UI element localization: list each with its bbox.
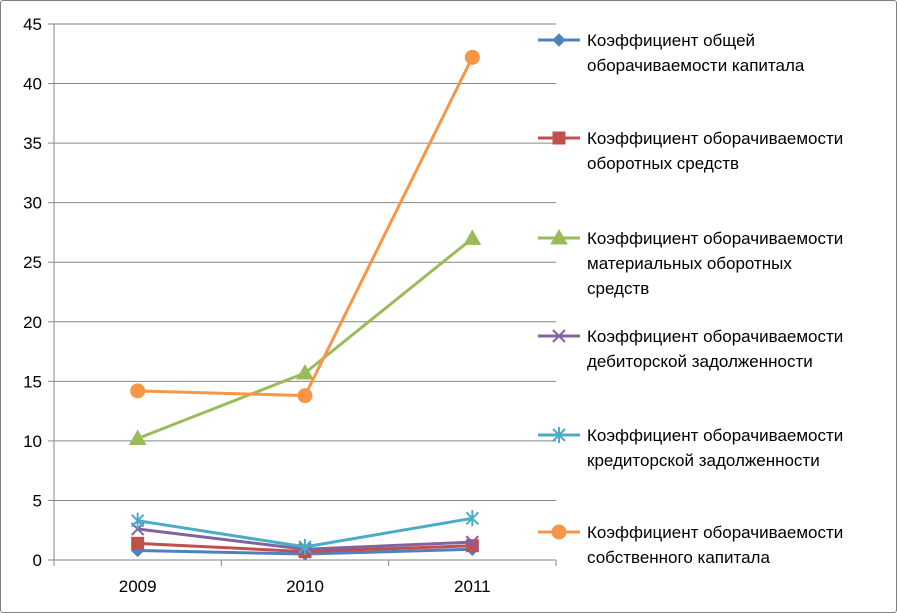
- legend-label: средств: [587, 279, 649, 298]
- data-point-marker: [297, 388, 313, 404]
- legend-label: Коэффициент общей: [587, 31, 755, 50]
- series-6: [130, 49, 480, 404]
- data-point-marker: [131, 536, 145, 550]
- data-point-marker: [464, 49, 480, 65]
- legend-label: оборачиваемости капитала: [587, 56, 805, 75]
- x-axis-ticks: 2009 2010 2011: [119, 577, 491, 596]
- legend-label: оборотных средств: [587, 154, 739, 173]
- y-tick-label: 30: [23, 194, 42, 213]
- legend-label: Коэффициент оборачиваемости: [587, 523, 843, 542]
- legend-item-3: Коэффициент оборачиваемости материальных …: [538, 228, 843, 298]
- data-point-marker: [298, 538, 312, 555]
- legend-label: собственного капитала: [587, 548, 770, 567]
- y-tick-label: 25: [23, 253, 42, 272]
- data-point-marker: [463, 229, 482, 245]
- data-point-marker: [465, 535, 480, 549]
- data-point-marker: [551, 524, 567, 540]
- legend: Коэффициент общей оборачиваемости капитал…: [538, 31, 843, 567]
- data-point-marker: [552, 131, 566, 145]
- y-tick-label: 45: [23, 15, 42, 34]
- data-point-marker: [550, 228, 568, 245]
- axes: [48, 23, 557, 566]
- y-tick-label: 10: [23, 432, 42, 451]
- y-tick-label: 5: [33, 491, 42, 510]
- series-group: [128, 49, 482, 561]
- legend-item-1: Коэффициент общей оборачиваемости капитал…: [538, 31, 805, 75]
- legend-item-6: Коэффициент оборачиваемости собственного …: [538, 523, 843, 567]
- data-point-marker: [130, 512, 145, 529]
- x-tick-label: 2010: [286, 577, 324, 596]
- data-point-marker: [130, 383, 146, 399]
- legend-label: дебиторской задолженности: [587, 352, 813, 371]
- data-point-marker: [465, 510, 480, 527]
- data-point-marker: [552, 33, 566, 47]
- y-tick-label: 35: [23, 134, 42, 153]
- y-tick-label: 20: [23, 313, 42, 332]
- y-tick-label: 0: [33, 551, 42, 570]
- legend-item-4: Коэффициент оборачиваемости дебиторской з…: [538, 327, 843, 371]
- data-point-marker: [128, 429, 147, 446]
- series-line: [137, 56, 474, 398]
- series-line: [137, 237, 474, 440]
- y-tick-label: 40: [23, 75, 42, 94]
- legend-item-2: Коэффициент оборачиваемости оборотных сре…: [538, 129, 843, 173]
- y-tick-label: 15: [23, 372, 42, 391]
- x-tick-label: 2011: [454, 577, 491, 596]
- data-point-marker: [296, 363, 314, 380]
- legend-label: материальных оборотных: [587, 254, 792, 273]
- legend-label: Коэффициент оборачиваемости: [587, 327, 843, 346]
- gridlines: [54, 23, 556, 501]
- data-point-marker: [552, 427, 566, 443]
- series-3: [128, 229, 482, 446]
- y-axis-ticks: 0 5 10 15 20 25 30 35 40 45: [23, 15, 42, 570]
- data-point-marker: [552, 329, 566, 343]
- legend-label: кредиторской задолженности: [587, 451, 820, 470]
- legend-label: Коэффициент оборачиваемости: [587, 129, 843, 148]
- legend-label: Коэффициент оборачиваемости: [587, 229, 843, 248]
- legend-label: Коэффициент оборачиваемости: [587, 426, 843, 445]
- legend-item-5: Коэффициент оборачиваемости кредиторской …: [538, 426, 843, 470]
- x-tick-label: 2009: [119, 577, 157, 596]
- series-5: [130, 510, 480, 555]
